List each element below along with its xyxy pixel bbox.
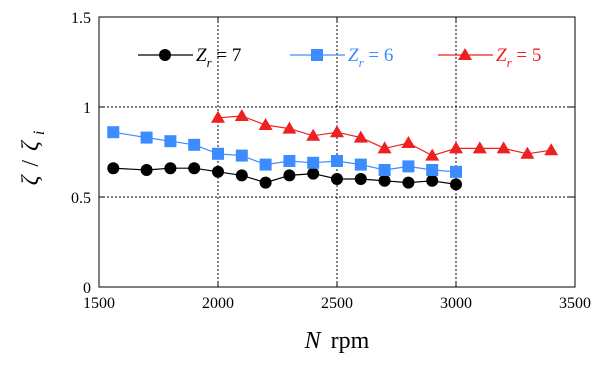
legend-label: Zr = 7 [196, 45, 241, 70]
legend-label-var: Z [496, 45, 507, 66]
data-point [259, 176, 272, 189]
data-point [307, 167, 320, 180]
data-point [283, 169, 296, 182]
series-group [107, 109, 559, 191]
data-point [353, 130, 368, 143]
data-point [107, 126, 120, 139]
data-point [449, 141, 463, 154]
x-axis: 1500 2000 2500 3000 3500 [83, 17, 591, 312]
data-point [354, 173, 367, 185]
legend-label-sub: r [359, 55, 365, 70]
data-point [426, 164, 439, 176]
data-point [402, 160, 415, 173]
legend-label-value: = 6 [364, 45, 394, 66]
data-point [354, 158, 367, 171]
data-point [235, 149, 248, 162]
legend-label-value: = 7 [212, 45, 242, 66]
y-tick-label: 0.5 [71, 190, 91, 207]
legend-item-2: Zr = 6 [290, 45, 393, 70]
data-point [330, 125, 344, 138]
data-point [188, 138, 201, 151]
data-point [377, 141, 392, 154]
y-axis-label: ζ / ζ i [18, 131, 48, 186]
data-point [212, 147, 224, 160]
grid-lines [99, 17, 575, 287]
data-point [212, 165, 224, 178]
data-point [282, 121, 297, 134]
series-2 [107, 126, 462, 178]
data-point [258, 118, 273, 130]
x-axis-label-var: N [304, 328, 323, 354]
legend-marker [159, 49, 171, 61]
series-1 [107, 162, 462, 191]
data-point [378, 174, 391, 187]
data-point [306, 128, 321, 141]
series-3 [211, 109, 559, 161]
data-point [331, 173, 343, 185]
y-axis-label-slash: / [18, 160, 44, 167]
legend-label-sub: r [207, 55, 213, 70]
data-point [140, 164, 153, 176]
data-point [259, 158, 272, 171]
data-point [234, 109, 249, 121]
y-axis-label-num: ζ [18, 173, 44, 185]
legend: Zr = 7 Zr = 6 Zr = 5 [138, 45, 541, 70]
data-point [188, 162, 201, 175]
legend-marker [311, 49, 323, 61]
legend-label-var: Z [196, 45, 207, 66]
legend-item-3: Zr = 5 [438, 45, 541, 70]
data-point [401, 136, 416, 148]
y-tick-label: 1 [83, 100, 91, 117]
x-tick-label: 2500 [321, 295, 353, 312]
data-point [402, 176, 415, 189]
legend-label-var: Z [348, 45, 359, 66]
x-tick-label: 1500 [83, 295, 115, 312]
x-axis-label: N rpm [304, 328, 370, 354]
y-tick-label: 1.5 [71, 10, 91, 27]
data-point [520, 146, 535, 159]
legend-label-value: = 5 [512, 45, 542, 66]
data-point [164, 135, 177, 148]
data-point [140, 131, 153, 144]
legend-label-sub: r [507, 55, 513, 70]
data-point [378, 164, 391, 176]
y-tick-label: 0 [83, 280, 91, 297]
legend-item-1: Zr = 7 [138, 45, 241, 70]
data-point [425, 148, 440, 161]
data-point [107, 162, 120, 175]
y-axis-label-den-sub: i [31, 131, 48, 135]
data-point [426, 174, 439, 187]
legend-label: Zr = 6 [348, 45, 393, 70]
data-point [235, 169, 248, 182]
data-point [283, 155, 296, 167]
data-point [450, 165, 462, 178]
data-point [211, 110, 225, 123]
data-point [450, 178, 462, 191]
x-tick-label: 3500 [559, 295, 591, 312]
data-point [307, 156, 320, 169]
data-point [331, 155, 343, 167]
x-tick-label: 2000 [202, 295, 234, 312]
data-point [544, 143, 559, 156]
x-tick-label: 3000 [440, 295, 472, 312]
y-axis-label-den: ζ [18, 139, 44, 151]
x-axis-label-unit: rpm [331, 328, 370, 354]
y-axis: 0 0.5 1 1.5 [71, 10, 575, 297]
data-point [496, 141, 511, 154]
legend-label: Zr = 5 [496, 45, 541, 70]
legend-marker [458, 48, 472, 60]
data-point [472, 141, 487, 154]
data-point [164, 162, 177, 175]
